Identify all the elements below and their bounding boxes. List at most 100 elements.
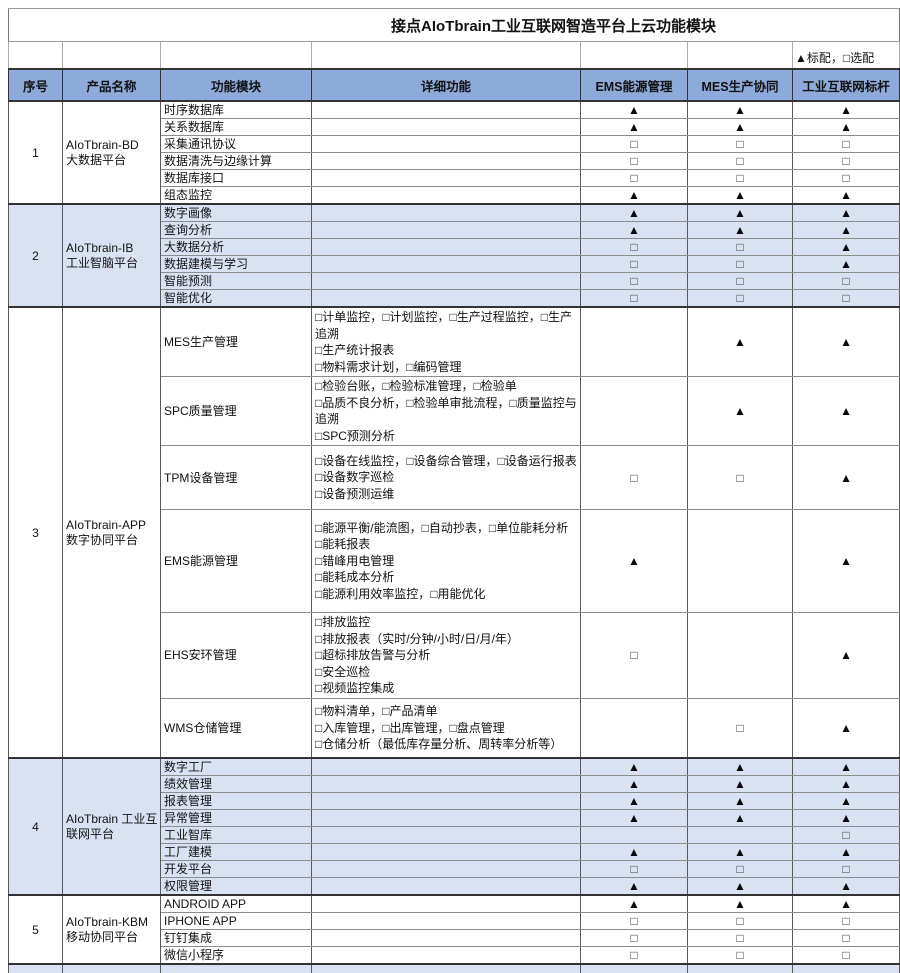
mes-mark-cell[interactable]: □	[687, 445, 793, 510]
mes-mark-cell[interactable]: ▲	[687, 221, 793, 239]
benchmark-mark-cell[interactable]: ▲	[791, 203, 900, 222]
detail-functions-cell[interactable]: □计单监控，□计划监控，□生产过程监控，□生产追溯 □生产统计报表 □物料需求计…	[311, 306, 581, 377]
mes-mark-cell[interactable]: ▲	[687, 775, 793, 793]
ems-mark-cell[interactable]: □	[580, 946, 688, 965]
detail-functions-cell[interactable]	[311, 118, 581, 136]
column-header-no[interactable]: 序号	[8, 68, 63, 102]
column-header-product[interactable]: 产品名称	[62, 68, 161, 102]
detail-functions-cell[interactable]: □检验台账，□检验标准管理，□检验单 □品质不良分析，□检验单审批流程，□质量监…	[311, 376, 581, 446]
module-name-cell[interactable]: 数据清洗与边缘计算	[160, 152, 312, 170]
column-header-mes[interactable]: MES生产协同	[687, 68, 793, 102]
mes-mark-cell[interactable]: ▲	[687, 792, 793, 810]
detail-functions-cell[interactable]	[311, 912, 581, 930]
mes-mark-cell[interactable]: □	[687, 912, 793, 930]
product-name-cell[interactable]: AIoTbrain-KBM 移动协同平台	[62, 894, 161, 965]
mes-mark-cell[interactable]: ▲	[687, 809, 793, 827]
ems-mark-cell[interactable]: □	[580, 255, 688, 273]
benchmark-mark-cell[interactable]: □	[791, 169, 900, 187]
detail-functions-cell[interactable]	[311, 169, 581, 187]
module-name-cell[interactable]: EHS安环管理	[160, 612, 312, 699]
detail-functions-cell[interactable]	[311, 860, 581, 878]
module-name-cell[interactable]: 权限管理	[160, 877, 312, 896]
module-name-cell[interactable]: 开发平台	[160, 860, 312, 878]
mes-mark-cell[interactable]: ▲	[687, 306, 793, 377]
column-header-module[interactable]: 功能模块	[160, 68, 312, 102]
benchmark-mark-cell[interactable]: ▲	[791, 221, 900, 239]
benchmark-mark-cell[interactable]: ▲	[791, 186, 900, 205]
module-name-cell[interactable]: 时序数据库	[160, 100, 312, 119]
detail-functions-cell[interactable]	[311, 877, 581, 896]
detail-functions-cell[interactable]: □设备在线监控，□设备综合管理，□设备运行报表 □设备数字巡检 □设备预测运维	[311, 445, 581, 510]
module-name-cell[interactable]: 异常管理	[160, 809, 312, 827]
mes-mark-cell[interactable]: ▲	[687, 894, 793, 913]
module-name-cell[interactable]: MES生产管理	[160, 306, 312, 377]
ems-mark-cell[interactable]: □	[580, 169, 688, 187]
benchmark-mark-cell[interactable]: ▲	[791, 612, 900, 699]
benchmark-mark-cell[interactable]: ▲	[791, 509, 900, 613]
benchmark-mark-cell[interactable]: ▲	[791, 697, 900, 759]
column-header-detail[interactable]: 详细功能	[311, 68, 581, 102]
detail-functions-cell[interactable]	[311, 203, 581, 222]
benchmark-mark-cell[interactable]: ▲	[791, 843, 900, 861]
benchmark-mark-cell[interactable]: ▲	[791, 445, 900, 510]
detail-functions-cell[interactable]	[311, 757, 581, 776]
benchmark-mark-cell[interactable]: ▲	[791, 894, 900, 913]
benchmark-mark-cell[interactable]: ▲	[791, 877, 900, 896]
mes-mark-cell[interactable]: □	[687, 152, 793, 170]
module-name-cell[interactable]: 数据库接口	[160, 169, 312, 187]
product-name-cell[interactable]: AIoTbrain-IB 工业智脑平台	[62, 203, 161, 308]
product-name-cell[interactable]: AIoTbrain-BD 大数据平台	[62, 100, 161, 205]
detail-functions-cell[interactable]	[311, 272, 581, 290]
ems-mark-cell[interactable]	[580, 306, 688, 377]
ems-mark-cell[interactable]: ▲	[580, 894, 688, 913]
ems-mark-cell[interactable]: ▲	[580, 203, 688, 222]
ems-mark-cell[interactable]: □	[580, 289, 688, 308]
ems-mark-cell[interactable]	[580, 826, 688, 844]
serial-number-cell[interactable]: 5	[8, 894, 63, 965]
mes-mark-cell[interactable]: □	[687, 860, 793, 878]
ems-mark-cell[interactable]: □	[580, 152, 688, 170]
mes-mark-cell[interactable]: □	[687, 135, 793, 153]
detail-functions-cell[interactable]: □排放监控 □排放报表（实时/分钟/小时/日/月/年） □超标排放告警与分析 □…	[311, 612, 581, 699]
detail-functions-cell[interactable]	[311, 289, 581, 308]
module-name-cell[interactable]: SPC质量管理	[160, 376, 312, 446]
detail-functions-cell[interactable]	[311, 946, 581, 965]
benchmark-mark-cell[interactable]: □	[791, 860, 900, 878]
ems-mark-cell[interactable]: ▲	[580, 221, 688, 239]
product-name-cell[interactable]: AIoTbrain 工业互联网平台	[62, 757, 161, 896]
benchmark-mark-cell[interactable]: ▲	[791, 238, 900, 256]
mes-mark-cell[interactable]: ▲	[687, 757, 793, 776]
detail-functions-cell[interactable]: □物料清单，□产品清单 □入库管理，□出库管理，□盘点管理 □仓储分析（最低库存…	[311, 697, 581, 759]
module-name-cell[interactable]: 数据建模与学习	[160, 255, 312, 273]
ems-mark-cell[interactable]: ▲	[580, 509, 688, 613]
module-name-cell[interactable]: ANDROID APP	[160, 894, 312, 913]
ems-mark-cell[interactable]: ▲	[580, 757, 688, 776]
benchmark-mark-cell[interactable]: □	[791, 929, 900, 947]
ems-mark-cell[interactable]	[580, 376, 688, 446]
ems-mark-cell[interactable]: ▲	[580, 792, 688, 810]
detail-functions-cell[interactable]	[311, 221, 581, 239]
serial-number-cell[interactable]: 2	[8, 203, 63, 308]
benchmark-mark-cell[interactable]: □	[791, 152, 900, 170]
detail-functions-cell[interactable]	[311, 152, 581, 170]
ems-mark-cell[interactable]: ▲	[580, 775, 688, 793]
benchmark-mark-cell[interactable]: ▲	[791, 118, 900, 136]
benchmark-mark-cell[interactable]: ▲	[791, 757, 900, 776]
mes-mark-cell[interactable]: ▲	[687, 376, 793, 446]
mes-mark-cell[interactable]: □	[687, 169, 793, 187]
detail-functions-cell[interactable]	[311, 100, 581, 119]
benchmark-mark-cell[interactable]: ▲	[791, 306, 900, 377]
ems-mark-cell[interactable]: □	[580, 860, 688, 878]
ems-mark-cell[interactable]: ▲	[580, 100, 688, 119]
module-name-cell[interactable]: 关系数据库	[160, 118, 312, 136]
module-name-cell[interactable]: 工业智库	[160, 826, 312, 844]
module-name-cell[interactable]: 智能预测	[160, 272, 312, 290]
mes-mark-cell[interactable]	[687, 826, 793, 844]
mes-mark-cell[interactable]: ▲	[687, 186, 793, 205]
ems-mark-cell[interactable]: ▲	[580, 118, 688, 136]
column-header-ems[interactable]: EMS能源管理	[580, 68, 688, 102]
detail-functions-cell[interactable]	[311, 894, 581, 913]
benchmark-mark-cell[interactable]: ▲	[791, 775, 900, 793]
module-name-cell[interactable]: 微信小程序	[160, 946, 312, 965]
module-name-cell[interactable]: 智能优化	[160, 289, 312, 308]
